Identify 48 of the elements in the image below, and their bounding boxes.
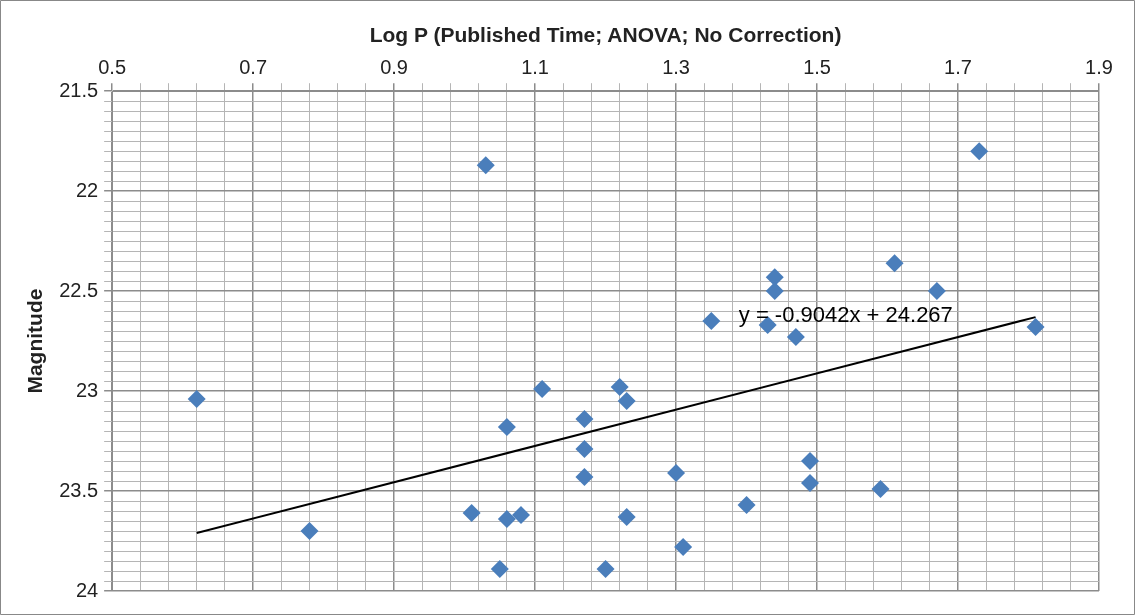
point <box>617 508 636 527</box>
y-tick-label: 22 <box>75 178 99 201</box>
point <box>800 452 819 471</box>
y-axis-title: Magnitude <box>23 288 47 394</box>
point <box>765 268 784 287</box>
point <box>300 522 319 541</box>
point <box>871 480 890 499</box>
point <box>970 142 989 161</box>
x-tick-label: 1.3 <box>662 55 690 78</box>
point <box>575 468 594 487</box>
x-tick-label: 0.9 <box>380 55 408 78</box>
x-tick-label: 1.9 <box>1085 55 1113 78</box>
y-tick-label: 23 <box>75 378 99 401</box>
point <box>187 390 206 409</box>
y-tick-label: 23.5 <box>59 478 99 501</box>
x-tick-label: 1.7 <box>944 55 972 78</box>
y-tick-label: 21.5 <box>59 78 99 101</box>
x-axis-title: Log P (Published Time; ANOVA; No Correction) <box>369 23 842 47</box>
point <box>737 496 756 515</box>
point <box>497 418 516 437</box>
point <box>596 560 615 579</box>
x-tick-label: 1.1 <box>521 55 549 78</box>
point <box>575 440 594 459</box>
point <box>927 282 946 301</box>
point <box>765 282 784 301</box>
annotation: y = -0.9042x + 24.267 <box>738 302 953 328</box>
point <box>786 328 805 347</box>
point <box>490 560 509 579</box>
point <box>758 316 777 335</box>
point <box>511 506 530 525</box>
x-tick-label: 0.7 <box>239 55 268 78</box>
point <box>674 538 693 557</box>
point <box>885 254 904 273</box>
x-tick-label: 0.5 <box>98 55 127 78</box>
point <box>1026 318 1045 337</box>
point <box>610 378 629 397</box>
point <box>476 156 495 175</box>
point <box>575 410 594 429</box>
y-tick-label: 22.5 <box>59 278 99 301</box>
point <box>497 510 516 529</box>
y-tick-label: 24 <box>75 578 99 601</box>
point <box>462 504 481 523</box>
point <box>702 312 721 331</box>
point <box>533 380 552 399</box>
point <box>617 392 636 411</box>
point <box>667 464 686 483</box>
point <box>800 474 819 493</box>
x-tick-label: 1.5 <box>803 55 831 78</box>
